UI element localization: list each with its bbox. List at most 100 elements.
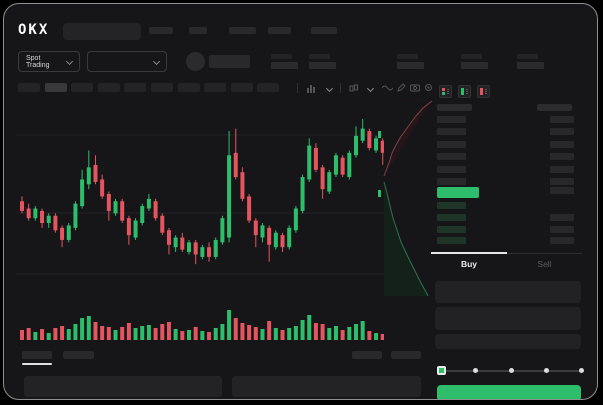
bid-row-price[interactable]	[437, 214, 466, 221]
volume-bar	[66, 329, 71, 340]
interval-icon	[307, 84, 315, 93]
slider-stop[interactable]	[508, 368, 514, 373]
pair-dropdown[interactable]	[87, 51, 167, 72]
settings-gear-icon[interactable]	[424, 83, 433, 92]
nav-item-placeholder[interactable]	[311, 27, 337, 34]
ticker-stat-value	[397, 62, 424, 69]
candle	[287, 227, 292, 248]
app-window: OKX Spot Trading	[3, 3, 598, 400]
nav-item-placeholder[interactable]	[149, 27, 173, 34]
bottom-tab-active[interactable]	[22, 351, 52, 359]
slider-stop[interactable]	[473, 368, 479, 373]
volume-bar	[187, 330, 191, 340]
volume-bar	[220, 324, 225, 340]
market-type-dropdown[interactable]: Spot Trading	[18, 51, 80, 72]
draw-pencil-icon[interactable]	[397, 83, 406, 92]
candle	[60, 227, 65, 240]
amount-slider[interactable]	[437, 366, 584, 375]
volume-bar	[293, 326, 298, 340]
timeframe-button[interactable]	[204, 83, 227, 92]
tab-buy[interactable]: Buy	[460, 259, 478, 269]
volume-bar	[60, 326, 65, 340]
volume-bar	[126, 323, 131, 340]
volume-bar	[247, 325, 252, 340]
ticker-stat-label	[461, 54, 482, 59]
timeframe-button[interactable]	[124, 83, 147, 92]
candle	[360, 128, 365, 141]
candlestick-icon	[349, 84, 358, 91]
orderbook-view-bids-icon[interactable]	[458, 85, 471, 98]
volume-bar	[374, 333, 379, 340]
candle	[333, 155, 338, 175]
orderbook-mid-price[interactable]	[437, 187, 479, 198]
ask-row-price[interactable]	[437, 166, 466, 173]
bid-row-price[interactable]	[437, 226, 466, 233]
orderbook-view-both-icon[interactable]	[439, 85, 452, 98]
ask-row-price[interactable]	[437, 141, 466, 148]
volume-bar	[287, 328, 292, 340]
bottom-action-placeholder[interactable]	[352, 351, 382, 359]
bid-row-amount	[550, 237, 574, 244]
timeframe-button[interactable]	[177, 83, 200, 92]
volume-bar	[240, 323, 245, 340]
nav-item-placeholder[interactable]	[268, 27, 291, 34]
ask-row-amount	[550, 116, 574, 123]
volume-bar	[207, 332, 212, 340]
bid-row-price[interactable]	[437, 237, 466, 244]
ask-row-price[interactable]	[437, 128, 466, 135]
volume-bar	[320, 324, 325, 340]
bottom-action-placeholder[interactable]	[391, 351, 421, 359]
book-asks-glyph	[480, 88, 483, 95]
ticker-stat-value	[309, 62, 336, 69]
timeframe-button[interactable]	[151, 83, 173, 92]
candle	[193, 242, 198, 255]
candle	[120, 201, 125, 221]
candle	[100, 179, 105, 197]
indicator-wave-icon[interactable]	[382, 84, 393, 92]
bottom-tab[interactable]	[63, 351, 94, 359]
candle	[213, 239, 218, 257]
toolbar-divider	[297, 83, 298, 93]
volume-bar	[280, 330, 285, 340]
timeframe-button[interactable]	[97, 83, 120, 92]
ask-row-price[interactable]	[437, 116, 466, 123]
ask-row-price[interactable]	[437, 178, 466, 185]
candle	[133, 220, 138, 238]
nav-item-placeholder[interactable]	[229, 27, 256, 34]
okx-logo[interactable]: OKX	[18, 21, 49, 39]
order-price-field[interactable]	[435, 281, 581, 303]
depth-chart[interactable]	[382, 98, 434, 298]
camera-icon[interactable]	[410, 83, 420, 92]
ticker-stat-value	[271, 62, 298, 69]
volume-bar	[106, 327, 111, 340]
nav-item-placeholder[interactable]	[189, 27, 207, 34]
bid-row-price[interactable]	[437, 202, 466, 209]
orderbook-view-asks-icon[interactable]	[477, 85, 490, 98]
candle	[146, 198, 151, 209]
volume-bar	[300, 320, 305, 340]
timeframe-button[interactable]	[44, 83, 67, 92]
book-bids-glyph	[461, 88, 464, 95]
volume-bar	[80, 318, 85, 340]
slider-stop[interactable]	[543, 368, 549, 373]
chart-type-selector[interactable]	[347, 82, 375, 94]
tab-sell[interactable]: Sell	[537, 259, 552, 269]
price-chart-canvas[interactable]	[16, 100, 384, 344]
volume-bar	[367, 331, 372, 340]
volume-bar	[193, 327, 198, 340]
slider-handle[interactable]	[437, 366, 446, 375]
volume-bar	[53, 328, 58, 340]
timeframe-button[interactable]	[257, 83, 280, 92]
timeframe-button[interactable]	[230, 83, 253, 92]
timeframe-button[interactable]	[71, 83, 94, 92]
buy-submit-button[interactable]	[437, 385, 581, 399]
interval-selector[interactable]	[304, 82, 334, 94]
slider-stop[interactable]	[579, 368, 584, 373]
ask-row-price[interactable]	[437, 153, 466, 160]
order-amount-field[interactable]	[435, 307, 581, 330]
candle	[160, 215, 165, 233]
search-input[interactable]	[63, 23, 141, 40]
timeframe-button[interactable]	[18, 83, 40, 92]
volume-bar	[160, 324, 165, 340]
order-total-field[interactable]	[435, 334, 581, 349]
